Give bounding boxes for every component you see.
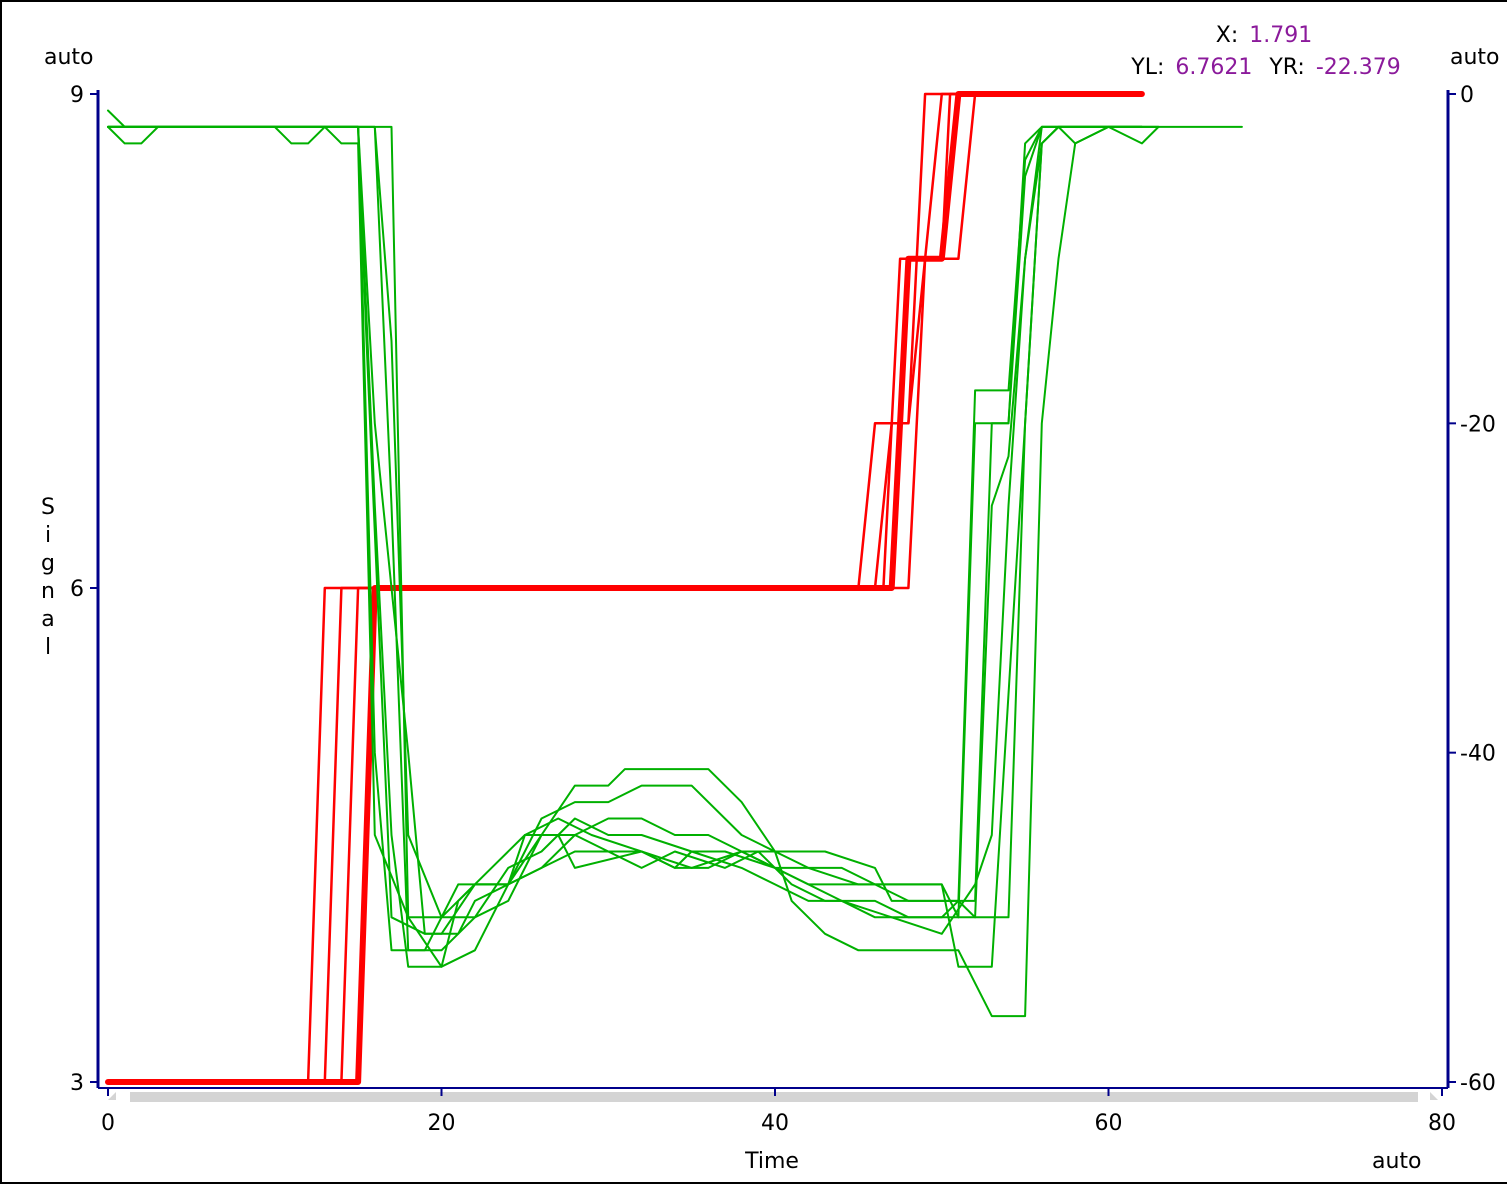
y-axis-title-letter: S	[41, 495, 55, 520]
cursor-x-value: 1.791	[1249, 23, 1312, 48]
right-series-line-8	[107, 125, 1143, 935]
y-right-tick-label: -40	[1460, 742, 1496, 767]
y-left-tick-label: 3	[70, 1071, 84, 1096]
x-tick-label: 80	[1428, 1111, 1456, 1136]
series-layer	[105, 91, 1243, 1085]
cursor-yr-value: -22.379	[1316, 55, 1401, 80]
right-series-line-7	[107, 125, 1143, 968]
y-axis-title-letter: g	[41, 551, 55, 576]
x-axis-title: Time	[744, 1149, 799, 1174]
top-right-auto-label[interactable]: auto	[1450, 45, 1500, 70]
y-left-tick-label: 9	[70, 83, 84, 108]
y-axis-title-letter: a	[41, 607, 54, 632]
left-series-line-2	[106, 92, 1127, 1084]
x-tick-label: 40	[761, 1111, 789, 1136]
y-right-tick-label: -60	[1460, 1071, 1496, 1096]
top-left-auto-label[interactable]: auto	[44, 45, 94, 70]
right-series-line-12	[107, 125, 1143, 968]
cursor-x-label: X:	[1216, 23, 1238, 48]
x-tick-label: 60	[1095, 1111, 1123, 1136]
right-series-line-6	[107, 125, 1160, 968]
right-series-line-5	[107, 109, 1160, 919]
y-axis-title-letter: n	[41, 579, 55, 604]
y-left-tick-label: 6	[70, 577, 84, 602]
y-right-tick-label: -20	[1460, 412, 1496, 437]
left-series-line-0	[106, 92, 1144, 1084]
cursor-yl-value: 6.7621	[1175, 55, 1252, 80]
x-tick-label: 20	[428, 1111, 456, 1136]
cursor-yr-label: YR:	[1268, 55, 1304, 80]
cursor-readout-y: YL: 6.7621 YR: -22.379	[1130, 55, 1400, 80]
right-series-line-9	[107, 125, 1160, 935]
cursor-yl-label: YL:	[1130, 55, 1164, 80]
x-tick-label: 0	[101, 1111, 115, 1136]
scroll-left-arrow-icon[interactable]	[108, 1092, 116, 1100]
right-series-line-11	[107, 125, 1243, 919]
bottom-right-auto-label[interactable]: auto	[1372, 1149, 1422, 1174]
left-series-line-4	[105, 91, 1145, 1085]
left-series-line-1	[106, 92, 1127, 1084]
scroll-right-arrow-icon[interactable]	[1430, 1092, 1438, 1100]
y-right-tick-label: 0	[1460, 83, 1474, 108]
y-axis-title-letter: l	[45, 635, 51, 660]
x-scrollbar[interactable]	[130, 1092, 1418, 1102]
y-axis-title-letter: i	[45, 523, 51, 548]
cursor-readout-x: X: 1.791	[1216, 23, 1312, 48]
